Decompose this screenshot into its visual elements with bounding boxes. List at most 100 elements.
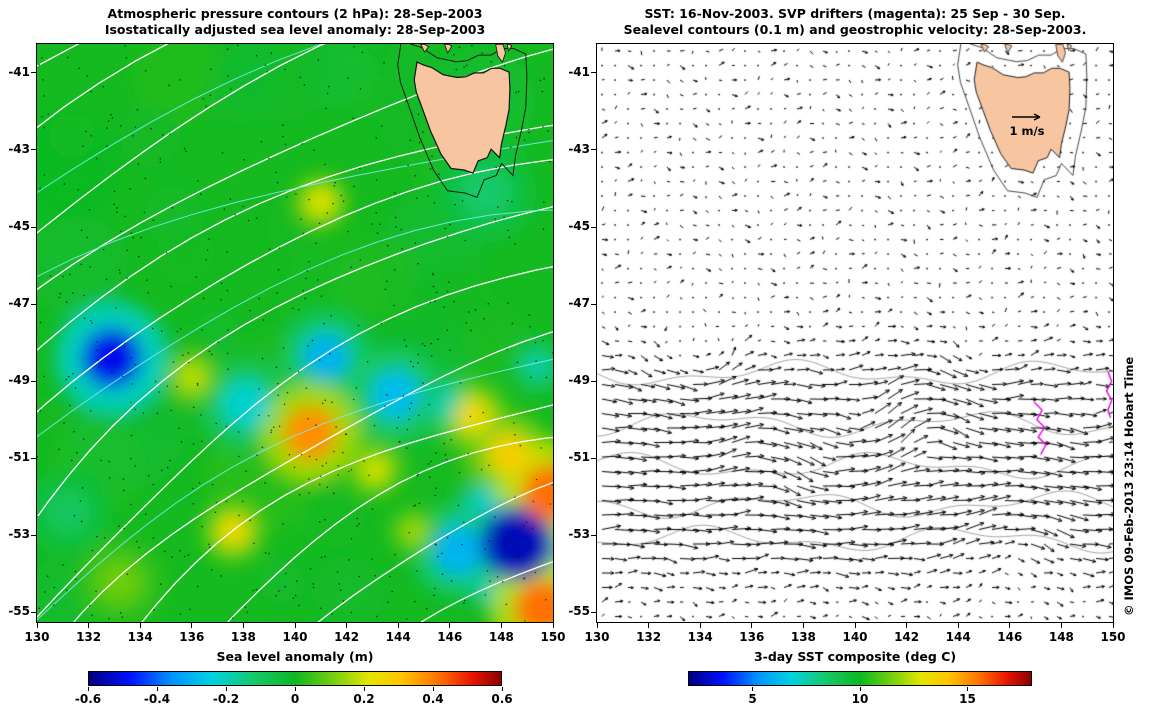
lon-tick-label: 144: [945, 630, 971, 644]
lon-tick-mark: [139, 623, 141, 628]
lon-tick-label: 146: [437, 630, 463, 644]
lon-tick-label: 130: [584, 630, 610, 644]
lat-tick-label: -43: [568, 141, 590, 156]
lat-tick-label: -49: [8, 373, 30, 388]
lon-tick-mark: [449, 623, 451, 628]
lon-tick-label: 150: [540, 630, 566, 644]
lon-tick-label: 148: [1048, 630, 1074, 644]
colorbar-tick-mark: [363, 687, 365, 691]
colorbar-sst: [688, 671, 1032, 686]
colorbar-tick-mark: [752, 687, 753, 691]
left-panel-title: Atmospheric pressure contours (2 hPa): 2…: [37, 6, 553, 38]
colorbar-tick-label: -0.4: [143, 692, 171, 706]
lon-tick-label: 138: [790, 630, 816, 644]
lat-tick-label: -47: [568, 296, 590, 311]
lon-tick-mark: [802, 623, 804, 628]
lon-tick-label: 140: [842, 630, 868, 644]
reference-arrow-icon: [1012, 113, 1041, 121]
colorbar-tick-mark: [156, 687, 158, 691]
lon-tick-label: 134: [687, 630, 713, 644]
lat-tick-mark: [31, 72, 36, 74]
lon-tick-label: 150: [1100, 630, 1126, 644]
colorbar-tick-mark: [432, 687, 434, 691]
colorbar-tick-mark: [501, 687, 503, 691]
right-map-plot: [596, 43, 1114, 623]
lon-tick-mark: [1060, 623, 1062, 628]
lon-tick-label: 136: [179, 630, 205, 644]
lon-tick-mark: [751, 623, 753, 628]
lon-tick-label: 134: [127, 630, 153, 644]
lat-tick-mark: [591, 72, 596, 74]
lon-tick-label: 142: [334, 630, 360, 644]
lon-tick-mark: [500, 623, 502, 628]
lon-tick-mark: [1009, 623, 1011, 628]
reference-vector-label: 1 m/s: [1009, 124, 1045, 138]
colorbar-sla: [88, 671, 502, 686]
colorbar-tick-label: 15: [959, 692, 976, 706]
geostrophic-velocity-map: [597, 44, 1113, 622]
lat-tick-label: -43: [8, 141, 30, 156]
colorbar-tick-mark: [87, 687, 89, 691]
lon-tick-label: 136: [739, 630, 765, 644]
colorbar-tick-mark: [859, 687, 861, 691]
lat-tick-mark: [591, 534, 596, 536]
colorbar-tick-label: 5: [748, 692, 757, 706]
lat-tick-label: -51: [8, 450, 30, 465]
lon-tick-label: 146: [997, 630, 1023, 644]
right-colorbar-label: 3-day SST composite (deg C): [753, 649, 957, 664]
lon-tick-mark: [906, 623, 908, 628]
lat-tick-label: -45: [568, 219, 590, 234]
lon-tick-label: 148: [488, 630, 514, 644]
left-title-line1: Atmospheric pressure contours (2 hPa): 2…: [107, 6, 483, 21]
lon-tick-label: 130: [24, 630, 50, 644]
lat-tick-mark: [591, 380, 596, 382]
right-panel-title: SST: 16-Nov-2003. SVP drifters (magenta)…: [597, 6, 1113, 38]
lat-tick-label: -55: [568, 604, 590, 619]
lon-tick-label: 138: [230, 630, 256, 644]
lat-tick-mark: [591, 226, 596, 228]
lon-tick-mark: [191, 623, 193, 628]
lat-tick-label: -49: [568, 373, 590, 388]
colorbar-tick-label: -0.2: [212, 692, 240, 706]
colorbar-tick-mark: [967, 687, 968, 691]
lon-tick-mark: [957, 623, 959, 628]
left-title-line2: Isostatically adjusted sea level anomaly…: [104, 22, 486, 37]
lon-tick-mark: [854, 623, 856, 628]
lat-tick-label: -45: [8, 219, 30, 234]
lon-tick-label: 142: [894, 630, 920, 644]
lat-tick-mark: [591, 457, 596, 459]
lat-tick-mark: [31, 534, 36, 536]
lat-tick-label: -53: [568, 527, 590, 542]
lon-tick-mark: [552, 623, 554, 628]
lon-tick-mark: [88, 623, 90, 628]
colorbar-tick-mark: [225, 687, 227, 691]
lon-tick-mark: [699, 623, 701, 628]
lon-tick-mark: [242, 623, 244, 628]
right-title-line1: SST: 16-Nov-2003. SVP drifters (magenta)…: [644, 6, 1066, 21]
lon-tick-mark: [36, 623, 38, 628]
lon-tick-mark: [294, 623, 296, 628]
lat-tick-label: -55: [8, 604, 30, 619]
lat-tick-label: -51: [568, 450, 590, 465]
lon-tick-label: 144: [385, 630, 411, 644]
colorbar-tick-label: 0: [290, 692, 300, 706]
colorbar-tick-label: 0.2: [353, 692, 375, 706]
lat-tick-mark: [591, 303, 596, 305]
colorbar-tick-mark: [294, 687, 296, 691]
lat-tick-label: -53: [8, 527, 30, 542]
lat-tick-mark: [31, 149, 36, 151]
lat-tick-mark: [31, 303, 36, 305]
lon-tick-mark: [397, 623, 399, 628]
colorbar-tick-label: -0.6: [74, 692, 102, 706]
lat-tick-mark: [31, 611, 36, 613]
lat-tick-mark: [31, 226, 36, 228]
colorbar-tick-label: 10: [851, 692, 869, 706]
lat-tick-label: -41: [568, 64, 590, 79]
lon-tick-label: 132: [76, 630, 102, 644]
lon-tick-mark: [596, 623, 598, 628]
copyright-text: © IMOS 09-Feb-2013 23:14 Hobart Time: [1122, 356, 1136, 616]
left-colorbar-label: Sea level anomaly (m): [216, 649, 374, 664]
colorbar-tick-label: 0.4: [422, 692, 444, 706]
left-map-plot: [36, 43, 554, 623]
lat-tick-label: -47: [8, 296, 30, 311]
